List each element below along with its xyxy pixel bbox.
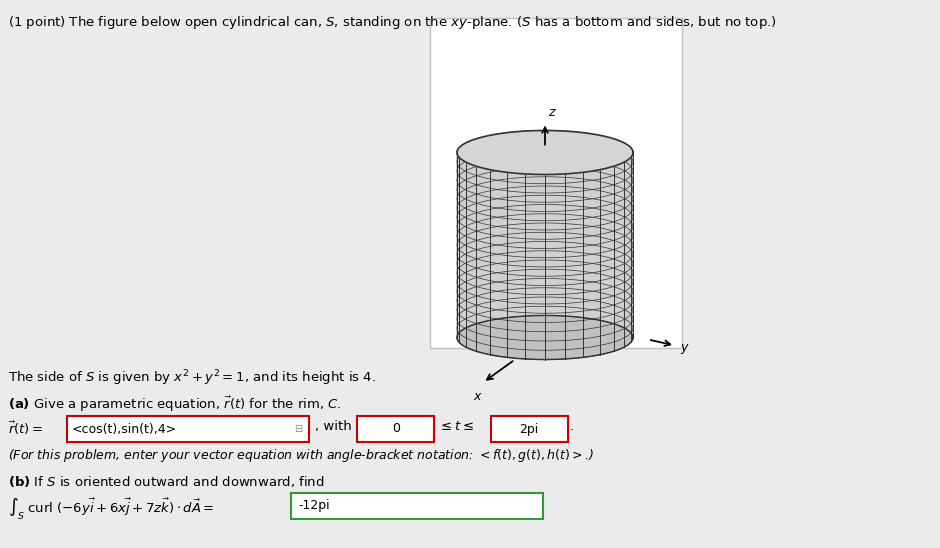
Text: 2pi: 2pi: [520, 423, 539, 436]
Text: , with: , with: [315, 420, 352, 433]
Text: $\mathbf{(a)}$ Give a parametric equation, $\vec{r}(t)$ for the rim, $C$.: $\mathbf{(a)}$ Give a parametric equatio…: [8, 395, 341, 414]
FancyBboxPatch shape: [291, 493, 543, 519]
Text: z: z: [548, 106, 555, 118]
Text: The side of $S$ is given by $x^2 + y^2 = 1$, and its height is 4.: The side of $S$ is given by $x^2 + y^2 =…: [8, 368, 376, 387]
Text: $\leq t \leq$: $\leq t \leq$: [438, 420, 474, 433]
Text: $\int_S$ curl $(-6y\vec{i} + 6x\vec{j} + 7z\vec{k}) \cdot d\vec{A} = $: $\int_S$ curl $(-6y\vec{i} + 6x\vec{j} +…: [8, 497, 214, 522]
Text: (For this problem, enter your vector equation with angle-bracket notation: $< f(: (For this problem, enter your vector equ…: [8, 447, 594, 464]
Text: (1 point) The figure below open cylindrical can, $S$, standing on the $xy$-plane: (1 point) The figure below open cylindri…: [8, 14, 776, 31]
Text: .: .: [570, 420, 574, 433]
FancyBboxPatch shape: [357, 416, 434, 442]
Polygon shape: [457, 130, 633, 174]
Text: <cos(t),sin(t),4>: <cos(t),sin(t),4>: [72, 423, 177, 436]
Text: ⊟: ⊟: [294, 424, 302, 434]
FancyBboxPatch shape: [67, 416, 309, 442]
Text: 0: 0: [392, 423, 400, 436]
Bar: [430, 18, 682, 348]
Polygon shape: [457, 130, 633, 338]
Polygon shape: [457, 316, 633, 359]
Text: y: y: [680, 341, 687, 354]
FancyBboxPatch shape: [491, 416, 568, 442]
Text: -12pi: -12pi: [298, 499, 330, 512]
Text: $\vec{r}(t) = $: $\vec{r}(t) = $: [8, 420, 43, 437]
Text: $\mathbf{(b)}$ If $S$ is oriented outward and downward, find: $\mathbf{(b)}$ If $S$ is oriented outwar…: [8, 474, 324, 489]
Text: x: x: [474, 390, 480, 402]
Polygon shape: [457, 152, 633, 359]
